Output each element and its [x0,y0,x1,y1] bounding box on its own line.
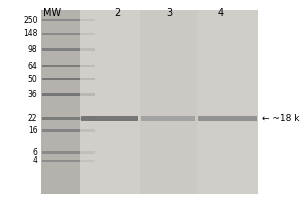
Bar [40,10,80,194]
Text: 98: 98 [28,45,38,54]
Bar [80,151,94,154]
Bar [81,116,138,121]
Text: MW: MW [44,8,62,18]
Bar [80,19,94,21]
Bar [42,78,80,80]
Text: ← ~18 kDa SOD1: ← ~18 kDa SOD1 [262,114,300,123]
Bar [42,93,80,96]
Bar [80,33,94,35]
Text: 6: 6 [33,148,38,157]
Bar [42,48,80,51]
Bar [42,117,80,120]
Text: 3: 3 [167,8,172,18]
Bar [42,33,80,35]
Bar [42,129,80,132]
Bar [42,65,80,67]
Text: 2: 2 [114,8,120,18]
Bar [80,117,94,120]
Text: 22: 22 [28,114,38,123]
Bar [42,151,80,154]
Bar [80,129,94,132]
Text: 250: 250 [23,16,38,25]
Bar [198,116,256,121]
Bar [80,65,94,67]
Text: 50: 50 [28,74,38,84]
Text: 4: 4 [33,156,38,165]
Text: 4: 4 [218,8,224,18]
Bar [141,116,195,121]
Bar [42,160,80,162]
Text: 148: 148 [23,29,38,38]
Bar [196,10,258,194]
Text: 16: 16 [28,126,38,135]
Text: 64: 64 [28,62,38,71]
Text: 36: 36 [28,90,38,99]
Bar [80,10,140,194]
Bar [140,10,196,194]
Bar [42,19,80,21]
Bar [80,160,94,162]
Bar [80,78,94,80]
Bar [80,10,258,194]
Bar [80,93,94,96]
Bar [80,48,94,51]
